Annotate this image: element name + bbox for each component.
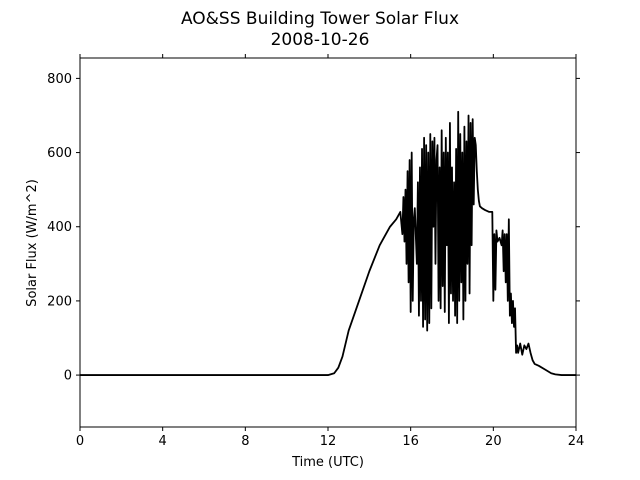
x-tick-label: 16 (402, 434, 419, 449)
chart-subtitle: 2008-10-26 (271, 30, 370, 50)
y-tick-label: 400 (47, 220, 72, 235)
chart-title: AO&SS Building Tower Solar Flux (181, 9, 459, 29)
y-tick-label: 200 (47, 294, 72, 309)
x-tick-label: 8 (241, 434, 249, 449)
x-tick-label: 0 (76, 434, 84, 449)
y-tick-label: 600 (47, 146, 72, 161)
x-axis-label: Time (UTC) (291, 455, 364, 470)
y-axis-label: Solar Flux (W/m^2) (25, 179, 40, 307)
x-tick-label: 4 (159, 434, 167, 449)
y-tick-label: 800 (47, 72, 72, 87)
x-tick-label: 20 (485, 434, 502, 449)
series-line (80, 110, 576, 376)
y-tick-label: 0 (64, 369, 72, 384)
x-ticks: 0 4 8 12 16 20 24 (76, 54, 584, 449)
x-tick-label: 24 (568, 434, 585, 449)
x-tick-label: 12 (320, 434, 337, 449)
plot-area-frame (79, 57, 577, 428)
y-ticks: 0 200 400 600 800 (47, 72, 580, 384)
